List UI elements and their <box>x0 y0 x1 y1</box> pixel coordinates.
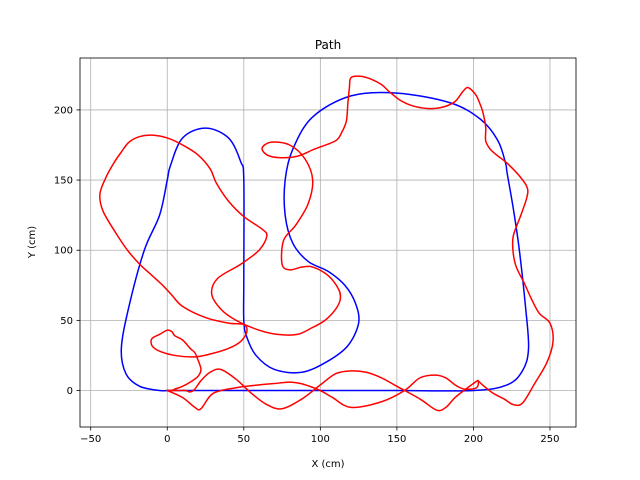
plot-frame <box>79 57 577 428</box>
y-tick-label: 100 <box>54 246 73 257</box>
x-tick-label: 100 <box>311 434 330 445</box>
y-tick-label: 150 <box>54 176 73 187</box>
x-tick-label: −50 <box>80 434 101 445</box>
series-line-2 <box>166 368 480 412</box>
x-tick-label: 50 <box>237 434 250 445</box>
x-tick-label: 0 <box>164 434 170 445</box>
y-axis-label: Y (cm) <box>27 226 38 259</box>
chart-title: Path <box>315 38 341 52</box>
x-tick-label: 150 <box>387 434 406 445</box>
series-line-1 <box>120 91 530 392</box>
y-tick-label: 200 <box>54 105 73 116</box>
x-tick-label: 250 <box>540 434 559 445</box>
y-tick-label: 0 <box>67 386 73 397</box>
plot-lines <box>99 75 554 412</box>
series-line-3 <box>99 75 554 407</box>
x-axis-label: X (cm) <box>311 459 344 470</box>
x-tick-label: 200 <box>464 434 483 445</box>
axis-ticks: −50 0 50 100 150 200 250 0 50 100 150 200 <box>54 105 560 445</box>
y-tick-label: 50 <box>60 316 73 327</box>
